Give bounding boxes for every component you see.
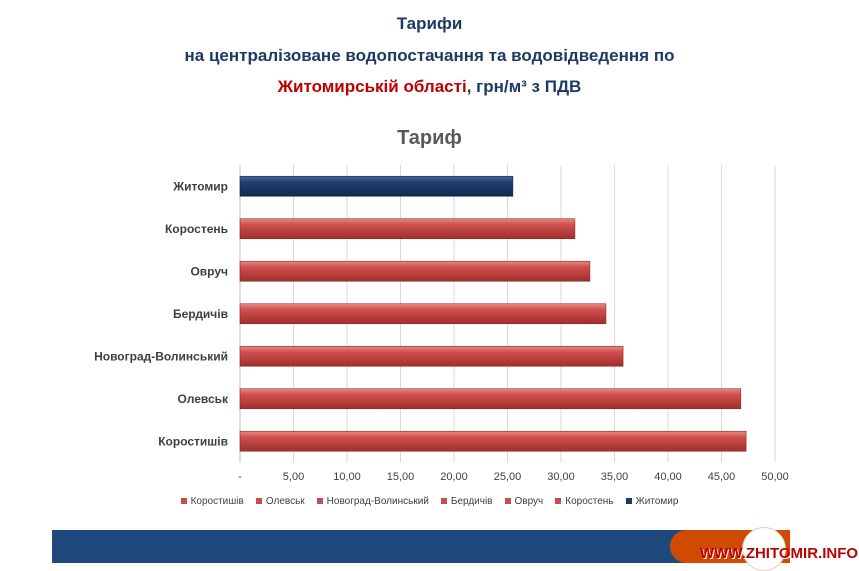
bar-Овруч [239, 260, 591, 282]
legend-item: Бердичів [440, 496, 493, 507]
x-tick-label: 5,00 [283, 471, 304, 483]
title-line1: Тарифи [396, 14, 463, 33]
x-tick-label: 40,00 [654, 471, 682, 483]
bar-Бердичів [239, 303, 607, 325]
title-line2: на централізоване водопостачання та водо… [184, 46, 675, 65]
legend-item: Олевськ [255, 496, 305, 507]
site-watermark: WWW.ZHITOMIR.INFO [700, 545, 859, 562]
bar-Житомир [239, 175, 514, 197]
category-label: Олевськ [178, 392, 229, 406]
legend-swatch [555, 498, 562, 504]
bar-Олевськ [239, 388, 742, 410]
x-tick-label: 35,00 [601, 471, 629, 483]
legend-label: Овруч [514, 496, 544, 507]
title-line3: Житомирській області, грн/м³ з ПДВ [0, 77, 859, 97]
x-tick-label: 45,00 [708, 471, 736, 483]
legend-item: Овруч [504, 496, 544, 507]
legend-item: Коростишів [180, 496, 244, 507]
bar-Коростишів [239, 430, 747, 452]
legend-swatch [440, 498, 447, 504]
region-highlight: Житомирській області [277, 77, 467, 96]
legend-label: Новоград-Волинський [326, 496, 429, 507]
legend-label: Олевськ [265, 496, 305, 507]
legend-item: Новоград-Волинський [316, 496, 429, 507]
legend-label: Коростень [565, 496, 614, 507]
category-label: Овруч [190, 264, 228, 278]
category-label: Коростень [165, 222, 228, 236]
chart-title: Тариф [397, 127, 462, 149]
legend-item: Житомир [625, 496, 679, 507]
legend: Коростишів Олевськ Новоград-Волинський Берд… [0, 496, 859, 507]
category-label: Житомир [172, 179, 228, 193]
x-tick-label: 20,00 [440, 471, 468, 483]
category-label: Коростишів [158, 434, 228, 448]
legend-label: Бердичів [450, 496, 493, 507]
x-tick-label: 50,00 [761, 471, 789, 483]
bar-Новоград-Волинський [239, 345, 624, 367]
x-tick-label: 10,00 [333, 471, 361, 483]
legend-swatch [504, 498, 511, 504]
x-tick-label: - [238, 471, 242, 483]
unit-text: , грн/м³ з ПДВ [466, 77, 582, 96]
legend-label: Коростишів [190, 496, 244, 507]
bar-Коростень [239, 218, 576, 240]
x-tick-label: 25,00 [494, 471, 522, 483]
legend-swatch [180, 498, 187, 504]
legend-swatch [316, 498, 323, 504]
x-tick-label: 15,00 [387, 471, 415, 483]
legend-item: Коростень [555, 496, 614, 507]
footer-band [52, 530, 692, 563]
category-label: Новоград-Волинський [94, 349, 228, 363]
legend-swatch [255, 498, 262, 504]
legend-label: Житомир [635, 496, 679, 507]
legend-swatch [625, 498, 632, 504]
x-tick-label: 30,00 [547, 471, 575, 483]
category-label: Бердичів [173, 307, 228, 321]
